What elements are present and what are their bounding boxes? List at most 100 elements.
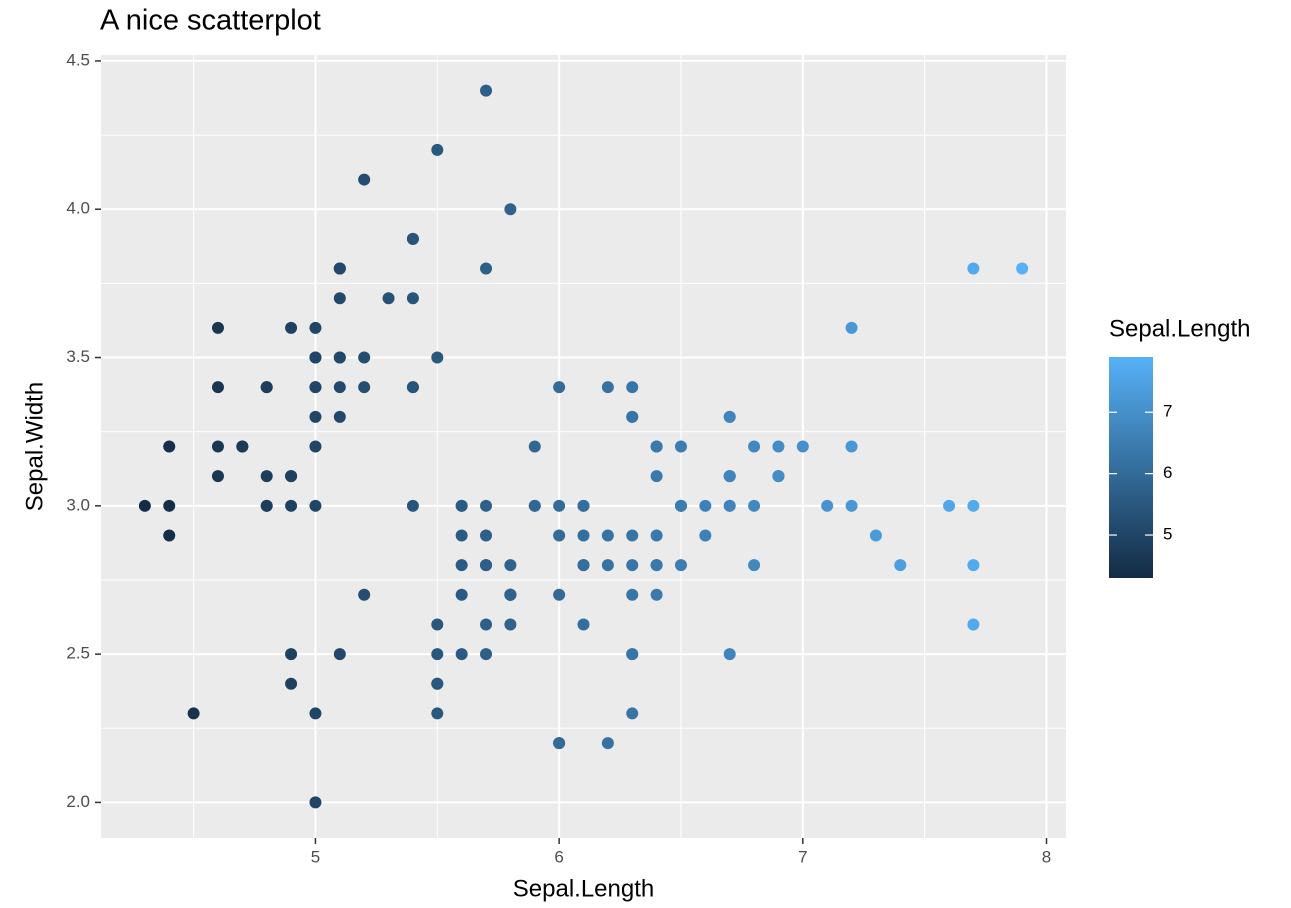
point [260,499,273,512]
point [577,618,590,631]
point [772,470,785,483]
point [138,499,151,512]
point [674,499,687,512]
point [333,410,346,423]
point [504,588,517,601]
point [723,499,736,512]
point [528,499,541,512]
point [285,648,298,661]
point [480,529,493,542]
point [285,470,298,483]
point [553,588,566,601]
point [480,262,493,275]
point [455,499,468,512]
point [358,381,371,394]
colorbar-label: 5 [1163,525,1172,544]
point [358,351,371,364]
point [967,559,980,572]
point [431,351,444,364]
point [626,529,639,542]
point [528,440,541,453]
point [455,648,468,661]
point [748,559,761,572]
y-tick-label: 4.5 [66,50,90,69]
point [309,707,322,720]
point [480,499,493,512]
point [650,559,663,572]
point [626,559,639,572]
point [358,173,371,186]
point [601,737,614,750]
point [406,292,419,305]
point [967,618,980,631]
point [577,499,590,512]
point [967,262,980,275]
point [504,618,517,631]
point [333,292,346,305]
point [309,410,322,423]
point [309,351,322,364]
point [748,499,761,512]
point [431,677,444,690]
point [260,381,273,394]
point [431,707,444,720]
point [260,470,273,483]
point [455,529,468,542]
point [333,262,346,275]
point [650,588,663,601]
x-tick-label: 5 [311,847,320,866]
point [285,499,298,512]
point [577,529,590,542]
point [309,796,322,809]
point [358,588,371,601]
x-tick-label: 6 [554,847,563,866]
point [674,559,687,572]
point [723,410,736,423]
point [309,321,322,334]
point [333,351,346,364]
point [309,499,322,512]
point [163,440,176,453]
point [504,559,517,572]
x-tick-label: 7 [798,847,807,866]
point [163,529,176,542]
point [504,203,517,216]
point [211,470,224,483]
point [285,677,298,690]
point [869,529,882,542]
point [723,648,736,661]
point [626,707,639,720]
colorbar-label: 7 [1163,402,1172,421]
point [406,381,419,394]
point [1016,262,1029,275]
point [406,232,419,245]
point [431,618,444,631]
point [943,499,956,512]
point [577,559,590,572]
point [894,559,907,572]
point [626,648,639,661]
colorbar-label: 6 [1163,463,1172,482]
point [626,588,639,601]
point [553,737,566,750]
point [553,499,566,512]
x-tick-label: 8 [1042,847,1051,866]
point [845,440,858,453]
point [553,529,566,542]
point [333,381,346,394]
point [480,648,493,661]
point [236,440,249,453]
y-tick-label: 2.5 [66,644,90,663]
point [480,618,493,631]
point [480,559,493,572]
point [772,440,785,453]
point [601,559,614,572]
point [211,321,224,334]
points [138,84,1029,809]
point [431,143,444,156]
point [211,381,224,394]
point [163,499,176,512]
point [650,529,663,542]
point [626,410,639,423]
